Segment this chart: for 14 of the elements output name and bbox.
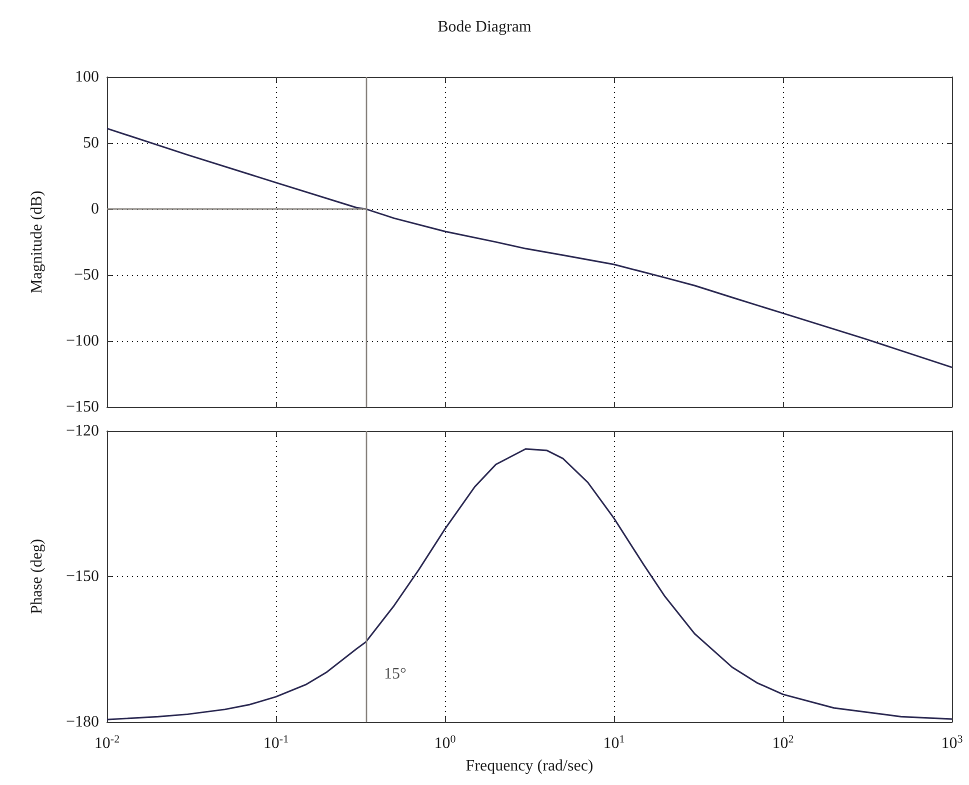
y-tick-label: −120 <box>66 422 99 440</box>
y-axis-title: Magnitude (dB) <box>28 190 46 294</box>
chart-title: Bode Diagram <box>438 18 532 36</box>
y-tick-label: −180 <box>66 714 99 730</box>
y-tick-label: −100 <box>66 332 99 350</box>
x-axis-title: Frequency (rad/sec) <box>466 758 594 774</box>
y-axis-title: Phase (deg) <box>28 538 46 614</box>
y-tick-label: −50 <box>74 266 99 284</box>
y-tick-label: 50 <box>83 134 99 152</box>
y-tick-label: 0 <box>91 200 99 218</box>
y-tick-label: −150 <box>66 568 99 585</box>
annotation: 15° <box>384 666 406 682</box>
y-tick-label: −150 <box>66 398 99 416</box>
y-tick-label: 100 <box>75 68 99 86</box>
